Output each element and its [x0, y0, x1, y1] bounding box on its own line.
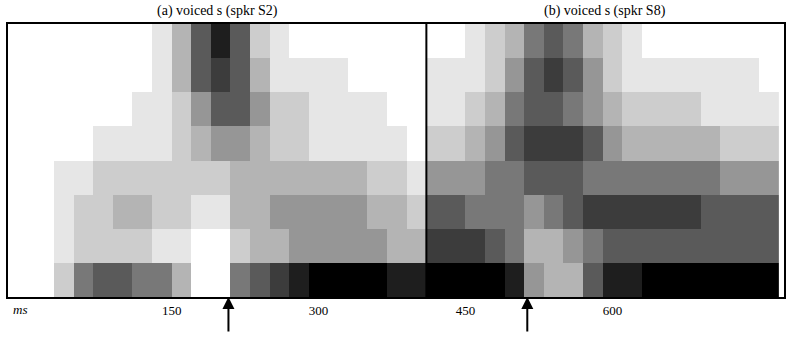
svg-text:600: 600 — [603, 303, 623, 318]
svg-text:150: 150 — [162, 303, 182, 318]
svg-text:ms: ms — [13, 302, 27, 317]
svg-text:(b) voiced s (spkr S8): (b) voiced s (spkr S8) — [544, 3, 666, 19]
svg-text:(a) voiced s (spkr S2): (a) voiced s (spkr S2) — [157, 3, 278, 19]
svg-text:450: 450 — [456, 303, 476, 318]
svg-text:300: 300 — [309, 303, 329, 318]
